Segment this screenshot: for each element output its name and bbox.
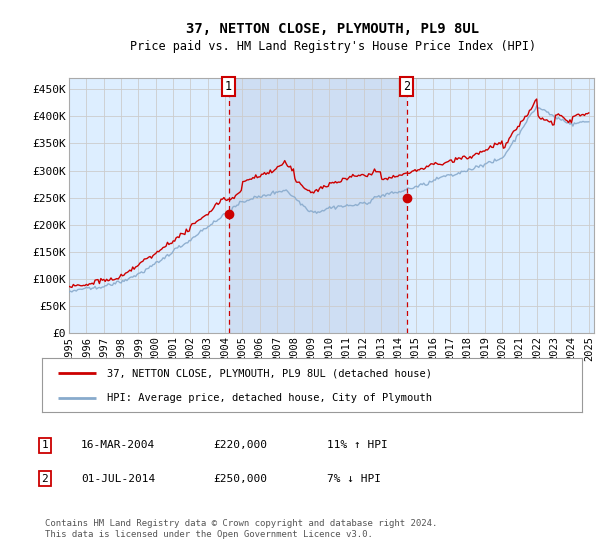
Text: 16-MAR-2004: 16-MAR-2004	[81, 440, 155, 450]
Text: Contains HM Land Registry data © Crown copyright and database right 2024.
This d: Contains HM Land Registry data © Crown c…	[45, 520, 437, 539]
Text: 2: 2	[41, 474, 49, 484]
Text: 11% ↑ HPI: 11% ↑ HPI	[327, 440, 388, 450]
Text: £250,000: £250,000	[213, 474, 267, 484]
Text: 1: 1	[225, 80, 232, 93]
Text: 2: 2	[403, 80, 410, 93]
Text: £220,000: £220,000	[213, 440, 267, 450]
Bar	[229, 78, 407, 333]
Text: HPI: Average price, detached house, City of Plymouth: HPI: Average price, detached house, City…	[107, 393, 432, 403]
Text: 01-JUL-2014: 01-JUL-2014	[81, 474, 155, 484]
Text: 1: 1	[41, 440, 49, 450]
Text: Price paid vs. HM Land Registry's House Price Index (HPI): Price paid vs. HM Land Registry's House …	[130, 40, 536, 53]
Text: 7% ↓ HPI: 7% ↓ HPI	[327, 474, 381, 484]
Text: 37, NETTON CLOSE, PLYMOUTH, PL9 8UL: 37, NETTON CLOSE, PLYMOUTH, PL9 8UL	[187, 22, 479, 36]
Text: 37, NETTON CLOSE, PLYMOUTH, PL9 8UL (detached house): 37, NETTON CLOSE, PLYMOUTH, PL9 8UL (det…	[107, 368, 432, 379]
